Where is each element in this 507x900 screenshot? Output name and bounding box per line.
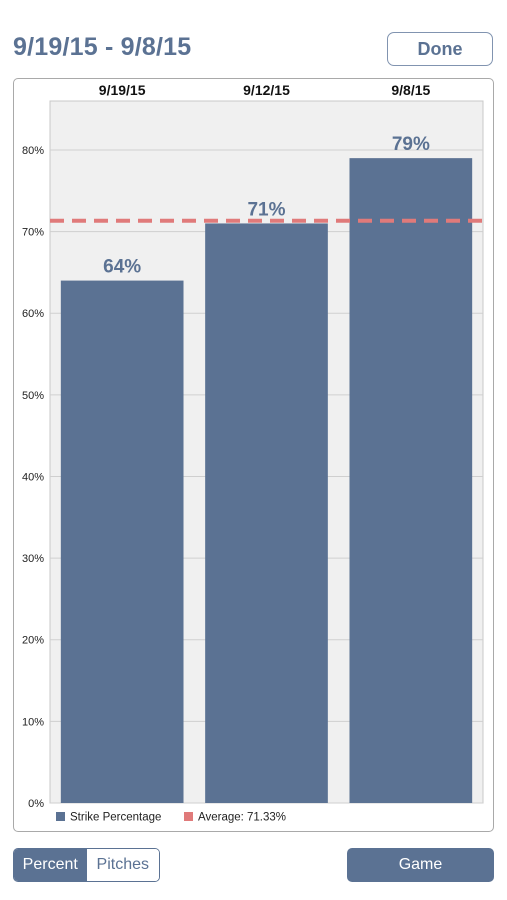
bar[interactable]	[205, 223, 328, 803]
legend-label-strike: Strike Percentage	[70, 812, 161, 824]
page-title: 9/19/15 - 9/8/15	[13, 33, 192, 61]
bar-data-label: 71%	[247, 199, 285, 220]
mode-segmented-control: Percent Pitches	[13, 848, 160, 882]
y-tick-label: 30%	[22, 553, 44, 565]
y-tick-label: 0%	[28, 798, 44, 810]
bar-data-label: 64%	[103, 257, 141, 278]
done-button[interactable]: Done	[387, 32, 493, 66]
y-tick-label: 80%	[22, 145, 44, 157]
game-button[interactable]: Game	[347, 848, 494, 882]
chart-card: 0% 10% 20% 30% 40% 50% 60% 70% 80% 64% 9/19/15 71% 9…	[13, 78, 494, 832]
x-category-label: 9/19/15	[99, 82, 146, 98]
legend-label-average: Average: 71.33%	[198, 812, 286, 824]
legend-swatch-strike	[56, 812, 65, 821]
bar[interactable]	[349, 158, 473, 803]
y-tick-label: 20%	[22, 635, 44, 647]
y-tick-label: 50%	[22, 390, 44, 402]
percent-segment[interactable]: Percent	[14, 849, 87, 881]
x-category-label: 9/12/15	[243, 82, 290, 98]
y-tick-label: 70%	[22, 227, 44, 239]
legend-swatch-average	[184, 812, 193, 821]
bar[interactable]	[60, 280, 184, 803]
pitches-segment[interactable]: Pitches	[86, 849, 159, 881]
strike-percentage-chart: 0% 10% 20% 30% 40% 50% 60% 70% 80% 64% 9/19/15 71% 9…	[22, 82, 484, 824]
y-tick-label: 60%	[22, 308, 44, 320]
y-tick-label: 40%	[22, 471, 44, 483]
x-category-label: 9/8/15	[391, 82, 430, 98]
y-tick-label: 10%	[22, 716, 44, 728]
bar-data-label: 79%	[392, 134, 430, 155]
